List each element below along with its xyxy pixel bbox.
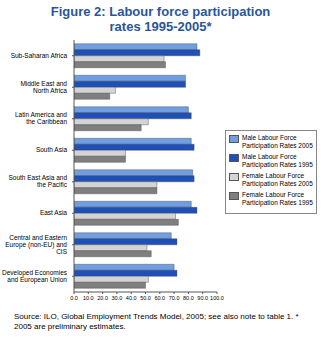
svg-text:Latin America andthe Caribbean: Latin America andthe Caribbean bbox=[15, 111, 67, 125]
svg-text:Developed Economiesand Europea: Developed Economiesand European Union bbox=[8, 269, 68, 284]
svg-text:Middle East andNorth Africa: Middle East andNorth Africa bbox=[20, 80, 67, 94]
html-text:Female Labour Force Participat: Female Labour Force Participation Rates … bbox=[242, 191, 313, 206]
svg-text:80.0: 80.0 bbox=[183, 295, 194, 301]
svg-text:0.0: 0.0 bbox=[70, 295, 78, 301]
svg-text:South East Asia andthe Pacific: South East Asia andthe Pacific bbox=[8, 174, 67, 188]
svg-text:50.0: 50.0 bbox=[140, 295, 151, 301]
html-text:Source: ILO, Global Employment: Source: ILO, Global Employment Trends Mo… bbox=[14, 312, 299, 331]
html-text:Figure 2: Labour force partici: Figure 2: Labour force participation rat… bbox=[50, 4, 271, 34]
svg-text:90.0: 90.0 bbox=[197, 295, 208, 301]
svg-text:South Asia: South Asia bbox=[36, 146, 67, 153]
svg-text:70.0: 70.0 bbox=[169, 295, 180, 301]
html-text:Female Labour Force Participat: Female Labour Force Participation Rates … bbox=[242, 172, 313, 187]
html-text:Male Labour Force Participatio: Male Labour Force Participation Rates 19… bbox=[242, 153, 313, 168]
svg-text:30.0: 30.0 bbox=[112, 295, 123, 301]
svg-text:20.0: 20.0 bbox=[97, 295, 108, 301]
svg-text:40.0: 40.0 bbox=[126, 295, 137, 301]
svg-text:Central and EasternEurope (non: Central and EasternEurope (non-EU) andCI… bbox=[8, 234, 68, 255]
svg-text:10.0: 10.0 bbox=[83, 295, 94, 301]
svg-text:Sub-Saharan Africa: Sub-Saharan Africa bbox=[11, 52, 68, 59]
svg-text:East Asia: East Asia bbox=[40, 209, 67, 216]
html-text:Male Labour Force Participatio: Male Labour Force Participation Rates 20… bbox=[242, 134, 313, 149]
svg-text:60.0: 60.0 bbox=[154, 295, 165, 301]
svg-text:100.0: 100.0 bbox=[210, 295, 224, 301]
